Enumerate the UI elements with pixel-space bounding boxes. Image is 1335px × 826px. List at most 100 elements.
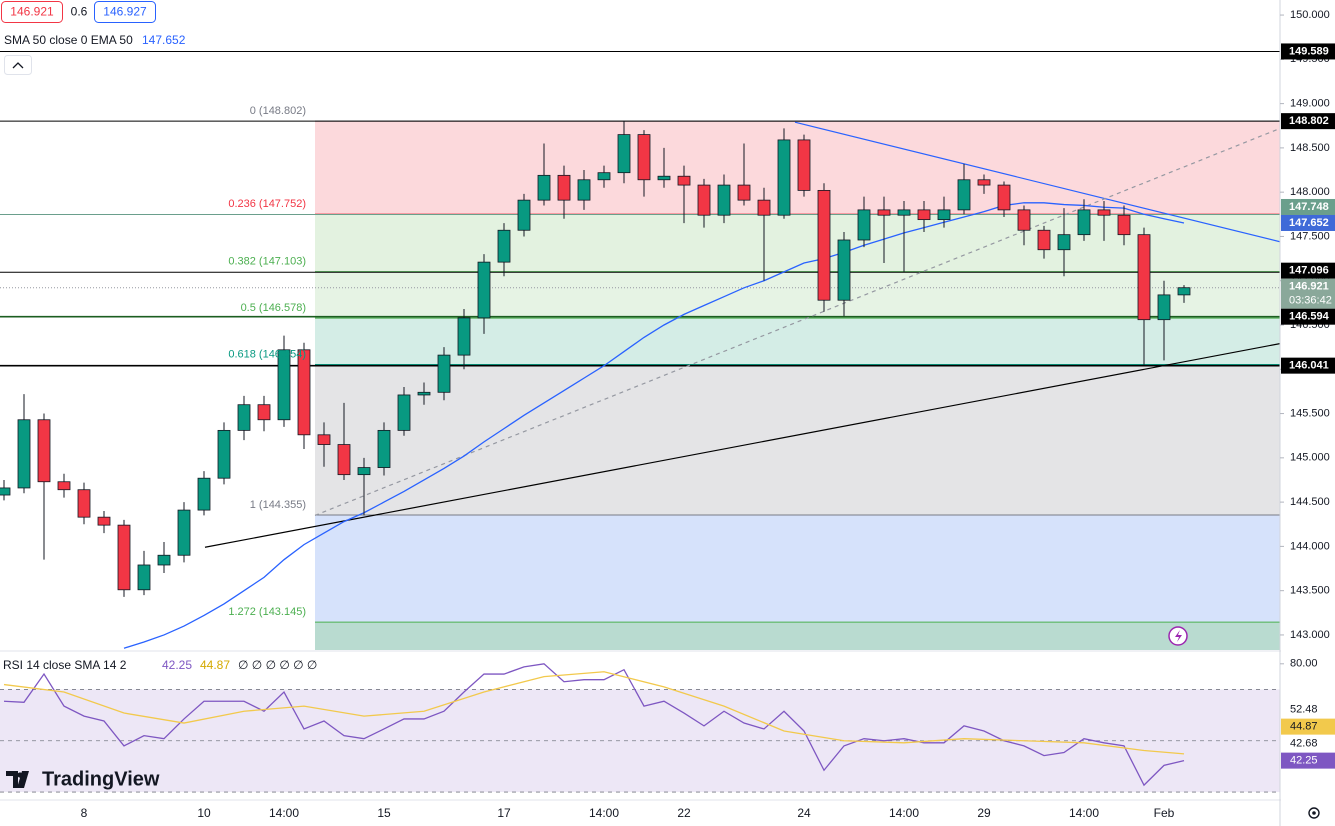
candle-body — [997, 184, 1011, 211]
candle-body — [1157, 294, 1171, 321]
y-tick-label: 149.000 — [1290, 98, 1330, 110]
price-tag — [1281, 43, 1335, 60]
candle-body — [877, 209, 891, 216]
bid: 146.921 — [10, 5, 54, 19]
candle-body — [797, 139, 811, 191]
rsi-line — [3, 663, 1185, 787]
rsi-axis-label: 42.25 — [1290, 755, 1318, 767]
y-tick-label: 143.000 — [1290, 629, 1330, 641]
ask: 146.927 — [103, 5, 147, 19]
price-tag — [1281, 214, 1335, 231]
x-tick-label: 15 — [377, 806, 391, 820]
overlay: 146.921 0.6 146.927 SMA 50 close 0 EMA 5… — [1, 1, 1320, 819]
candle-body — [397, 394, 411, 431]
chevron-icon — [12, 62, 24, 69]
x-tick-label: Feb — [1154, 806, 1175, 820]
candle-body — [457, 317, 471, 356]
candle-body — [277, 349, 291, 421]
rsi-placeholders: ∅ ∅ ∅ ∅ ∅ ∅ — [238, 658, 317, 672]
candle-body — [0, 487, 11, 496]
price-tag — [1281, 308, 1335, 325]
rsi-line — [3, 671, 1185, 755]
candle-body — [297, 349, 311, 436]
candle-body — [357, 467, 371, 476]
y-tick-label: 144.000 — [1290, 540, 1330, 552]
logo-mark — [6, 771, 29, 788]
fib-label: 0 (148.802) — [250, 105, 306, 117]
candle-body — [1057, 234, 1071, 251]
x-tick-label: 8 — [81, 806, 88, 820]
candle-body — [677, 175, 691, 186]
candle-body — [377, 429, 391, 468]
fib-label: 1.272 (143.145) — [228, 606, 306, 618]
ask-box[interactable] — [94, 1, 156, 23]
candle-body — [937, 209, 951, 221]
candle-body — [1177, 287, 1191, 296]
y-tick-label: 80.00 — [1290, 658, 1318, 670]
candle-body — [657, 175, 671, 181]
trend-line — [204, 343, 1280, 548]
fib-zone — [315, 622, 1280, 650]
y-tick-label: 145.000 — [1290, 452, 1330, 464]
price-tag — [1281, 113, 1335, 130]
candle-body — [537, 174, 551, 201]
candle-body — [697, 184, 711, 216]
candle-body — [197, 477, 211, 511]
fib-label: 0.236 (147.752) — [228, 198, 306, 210]
candle-body — [1137, 234, 1151, 321]
candle-body — [577, 179, 591, 201]
rsi-sma-value: 44.87 — [200, 658, 230, 672]
candle-body — [1077, 209, 1091, 236]
candle-body — [977, 179, 991, 186]
candle-body — [477, 261, 491, 319]
settings-icon-center — [1312, 811, 1316, 815]
candle-body — [117, 524, 131, 591]
candle-body — [1017, 209, 1031, 231]
fib-zone — [315, 364, 1280, 515]
candle-body — [77, 489, 91, 518]
indicator-legend: SMA 50 close 0 EMA 50 — [4, 33, 133, 47]
y-tick-label: 148.500 — [1290, 142, 1330, 154]
candle-body — [137, 564, 151, 591]
candle-body — [957, 179, 971, 211]
rsi-axis-label: 52.48 — [1290, 704, 1318, 716]
price-tag-label: 147.748 — [1289, 201, 1329, 213]
alert-bolt — [1175, 630, 1182, 642]
collapse-button[interactable] — [4, 55, 32, 75]
price-tag-label: 147.096 — [1289, 265, 1329, 277]
x-tick-label: 14:00 — [889, 806, 919, 820]
candle-body — [1097, 209, 1111, 216]
candle-body — [497, 229, 511, 263]
fib-label: 1 (144.355) — [250, 499, 306, 511]
candle-body — [637, 134, 651, 181]
y-tick-label: 143.500 — [1290, 585, 1330, 597]
y-tick-label: 145.500 — [1290, 407, 1330, 419]
candle-body — [557, 174, 571, 201]
fib-label: 0.5 (146.578) — [241, 302, 306, 314]
settings-icon[interactable] — [1308, 807, 1320, 819]
candle-body — [217, 429, 231, 479]
logo: TradingView — [6, 768, 160, 790]
price-tag-label: 146.921 — [1289, 281, 1329, 293]
logo-dot — [17, 772, 23, 778]
price-tag-label: 148.802 — [1289, 115, 1329, 127]
rsi-axis-label: 42.68 — [1290, 738, 1318, 750]
candle-body — [337, 444, 351, 476]
candle-body — [37, 419, 51, 483]
candle-body — [737, 184, 751, 201]
candle-body — [317, 434, 331, 445]
price-tag — [1281, 262, 1335, 279]
bid-box[interactable] — [1, 1, 63, 23]
logo-text: TradingView — [42, 768, 160, 790]
candle-body — [777, 139, 791, 216]
price-tag-label: 149.589 — [1289, 45, 1329, 57]
price-pane — [0, 50, 1280, 650]
price-tag-label: 147.652 — [1289, 217, 1329, 229]
fib-zone — [315, 318, 1280, 365]
countdown: 03:36:42 — [1289, 295, 1332, 307]
x-tick-label: 14:00 — [1069, 806, 1099, 820]
fib-zone — [315, 271, 1280, 319]
candle-body — [517, 199, 531, 231]
candle-body — [417, 391, 431, 396]
